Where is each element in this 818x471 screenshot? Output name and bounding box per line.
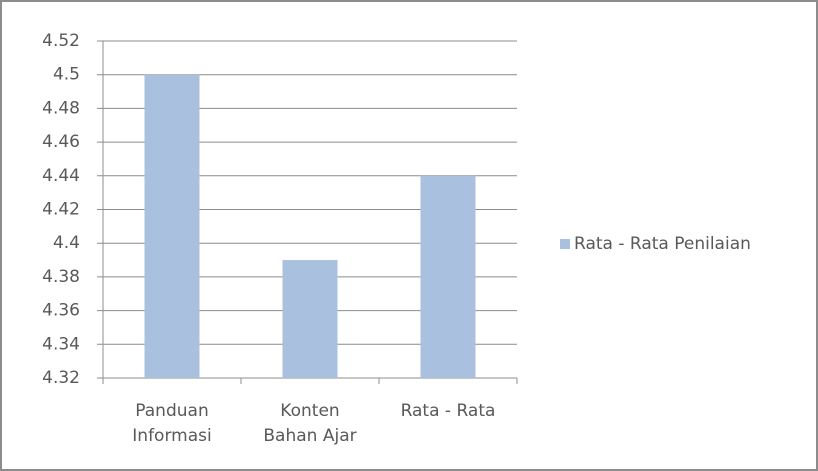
y-tick-label: 4.36 (42, 301, 80, 321)
y-tick-label: 4.5 (53, 65, 80, 85)
y-tick-label: 4.32 (42, 368, 80, 388)
x-tick-label: Panduan Informasi (132, 401, 212, 446)
bar (420, 175, 476, 378)
bar (144, 74, 200, 378)
legend-label: Rata - Rata Penilaian (574, 234, 751, 254)
bar (282, 260, 338, 378)
y-tick-label: 4.42 (42, 200, 80, 220)
y-tick-label: 4.46 (42, 132, 80, 152)
x-tick-label: Konten Bahan Ajar (263, 401, 357, 446)
y-tick-label: 4.44 (42, 166, 80, 186)
y-tick-label: 4.4 (53, 233, 80, 253)
y-tick-label: 4.38 (42, 267, 80, 287)
legend-swatch (560, 239, 570, 249)
y-tick-label: 4.52 (42, 31, 80, 51)
x-tick-label: Rata - Rata (400, 401, 496, 421)
y-tick-label: 4.48 (42, 98, 80, 118)
y-tick-label: 4.34 (42, 334, 80, 354)
